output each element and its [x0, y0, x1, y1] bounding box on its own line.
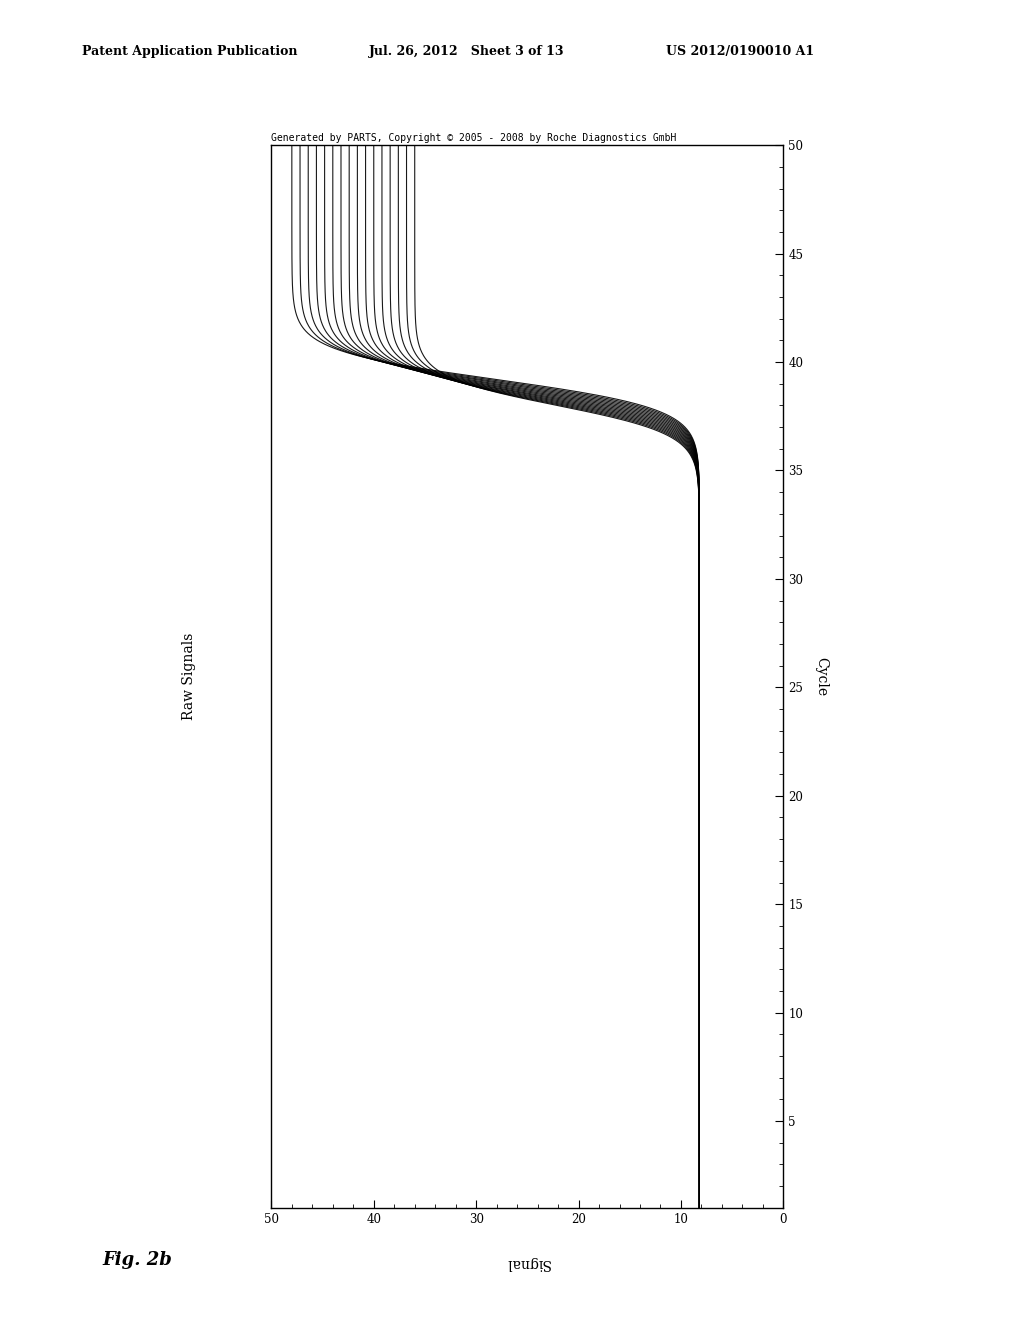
Text: Patent Application Publication: Patent Application Publication [82, 45, 297, 58]
Text: Signal: Signal [505, 1255, 550, 1270]
Text: Raw Signals: Raw Signals [182, 632, 197, 721]
Text: US 2012/0190010 A1: US 2012/0190010 A1 [666, 45, 814, 58]
Y-axis label: Cycle: Cycle [814, 657, 828, 696]
Text: Fig. 2b: Fig. 2b [102, 1250, 172, 1269]
Text: Jul. 26, 2012   Sheet 3 of 13: Jul. 26, 2012 Sheet 3 of 13 [369, 45, 564, 58]
Text: Generated by PARTS, Copyright © 2005 - 2008 by Roche Diagnostics GmbH: Generated by PARTS, Copyright © 2005 - 2… [271, 133, 677, 143]
